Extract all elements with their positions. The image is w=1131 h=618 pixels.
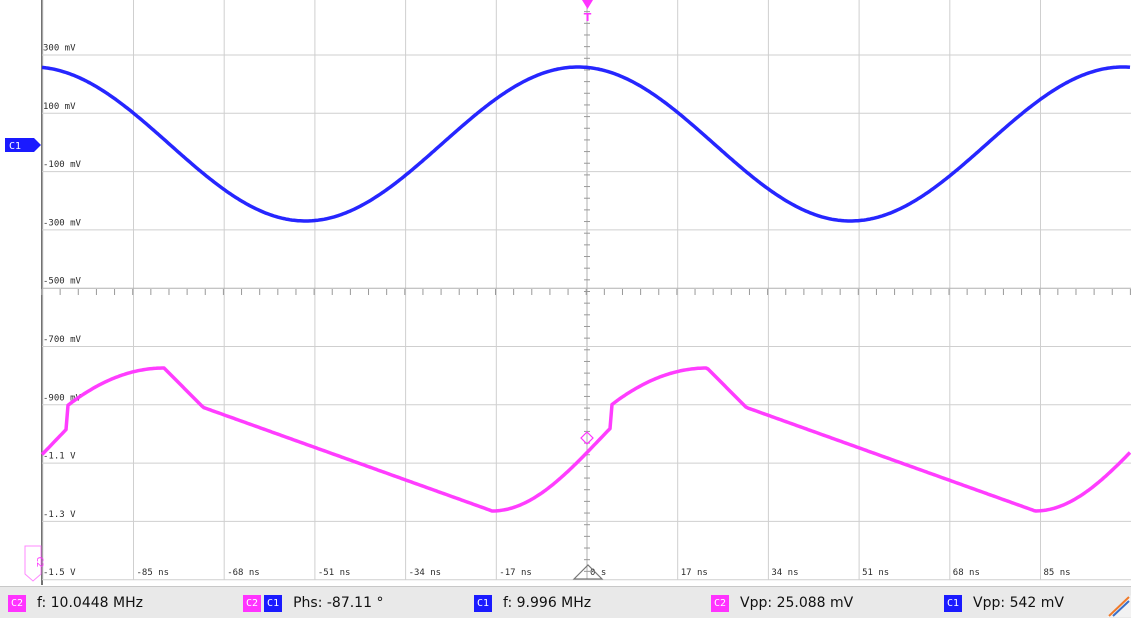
channel-badge: C1 [264, 594, 283, 612]
y-tick-label: -1.3 V [43, 510, 76, 520]
measurement-item[interactable]: C1 Vpp: 542 mV [944, 593, 1064, 613]
y-axis-labels: 300 mV 100 mV -100 mV -300 mV -500 mV -700 mV… [43, 44, 82, 579]
channel-badge: C2 [711, 594, 730, 612]
channel-2-waveform [40, 366, 1131, 513]
x-tick-label: -68 ns [227, 568, 260, 578]
measurement-item[interactable]: C2 Vpp: 25.088 mV [711, 593, 853, 613]
x-tick-label: 34 ns [771, 568, 798, 578]
graticule [41, 0, 1131, 585]
measurement-item[interactable]: C1 f: 9.996 MHz [474, 593, 591, 613]
y-tick-label: 300 mV [43, 44, 76, 54]
time-reference-icon[interactable] [572, 564, 604, 580]
x-tick-label: 17 ns [681, 568, 708, 578]
channel-badge: C1 [944, 594, 963, 612]
channel-1-marker-label: C1 [9, 141, 21, 152]
measurement-value: Phs: -87.11 ° [293, 595, 384, 611]
measurement-value: Vpp: 542 mV [973, 595, 1064, 611]
channel-2-offset-marker[interactable]: C2 [24, 545, 44, 582]
x-tick-label: -17 ns [499, 568, 532, 578]
x-tick-label: -85 ns [137, 568, 170, 578]
y-tick-label: -700 mV [43, 335, 82, 345]
y-tick-label: -1.1 V [43, 452, 76, 462]
y-tick-label: -1.5 V [43, 568, 76, 578]
measurement-item[interactable]: C2 C1 Phs: -87.11 ° [243, 593, 383, 613]
trigger-arrow-icon [582, 0, 593, 9]
logo-corner-icon [1107, 595, 1131, 617]
y-tick-label: -900 mV [43, 393, 82, 403]
waveform-display[interactable]: 300 mV 100 mV -100 mV -300 mV -500 mV -700 mV… [0, 0, 1131, 585]
y-tick-label: 100 mV [43, 102, 76, 112]
channel-2-marker-label: C2 [34, 557, 44, 568]
x-tick-label: 0 s [590, 568, 606, 578]
channel-badge: C1 [474, 594, 493, 612]
x-axis-labels: -85 ns -68 ns -51 ns -34 ns -17 ns 0 s 17 ns 34… [137, 568, 1071, 578]
measurement-value: f: 9.996 MHz [503, 595, 592, 611]
y-tick-label: -300 mV [43, 218, 82, 228]
measurement-item[interactable]: C2 f: 10.0448 MHz [8, 593, 143, 613]
x-tick-label: -51 ns [318, 568, 351, 578]
measurement-bar: C2 f: 10.0448 MHz C2 C1 Phs: -87.11 ° C1 f: 9.… [0, 586, 1131, 618]
x-tick-label: 68 ns [953, 568, 980, 578]
x-tick-label: 51 ns [862, 568, 889, 578]
x-tick-label: 85 ns [1044, 568, 1071, 578]
x-tick-label: -34 ns [409, 568, 442, 578]
y-tick-label: -100 mV [43, 160, 82, 170]
trigger-marker[interactable]: T [582, 0, 593, 24]
channel-1-waveform [41, 65, 1131, 223]
channel-marker-arrow-icon [24, 545, 42, 582]
measurement-value: Vpp: 25.088 mV [740, 595, 854, 611]
y-tick-label: -500 mV [43, 277, 82, 287]
channel-badge: C2 [243, 594, 262, 612]
trigger-label: T [584, 11, 592, 24]
measurement-value: f: 10.0448 MHz [37, 595, 143, 611]
channel-badge: C2 [8, 594, 27, 612]
channel-1-offset-marker[interactable]: C1 [5, 138, 41, 152]
channel-marker-arrow-icon [5, 138, 41, 152]
channel-2-crosspoint-icon [580, 431, 594, 445]
